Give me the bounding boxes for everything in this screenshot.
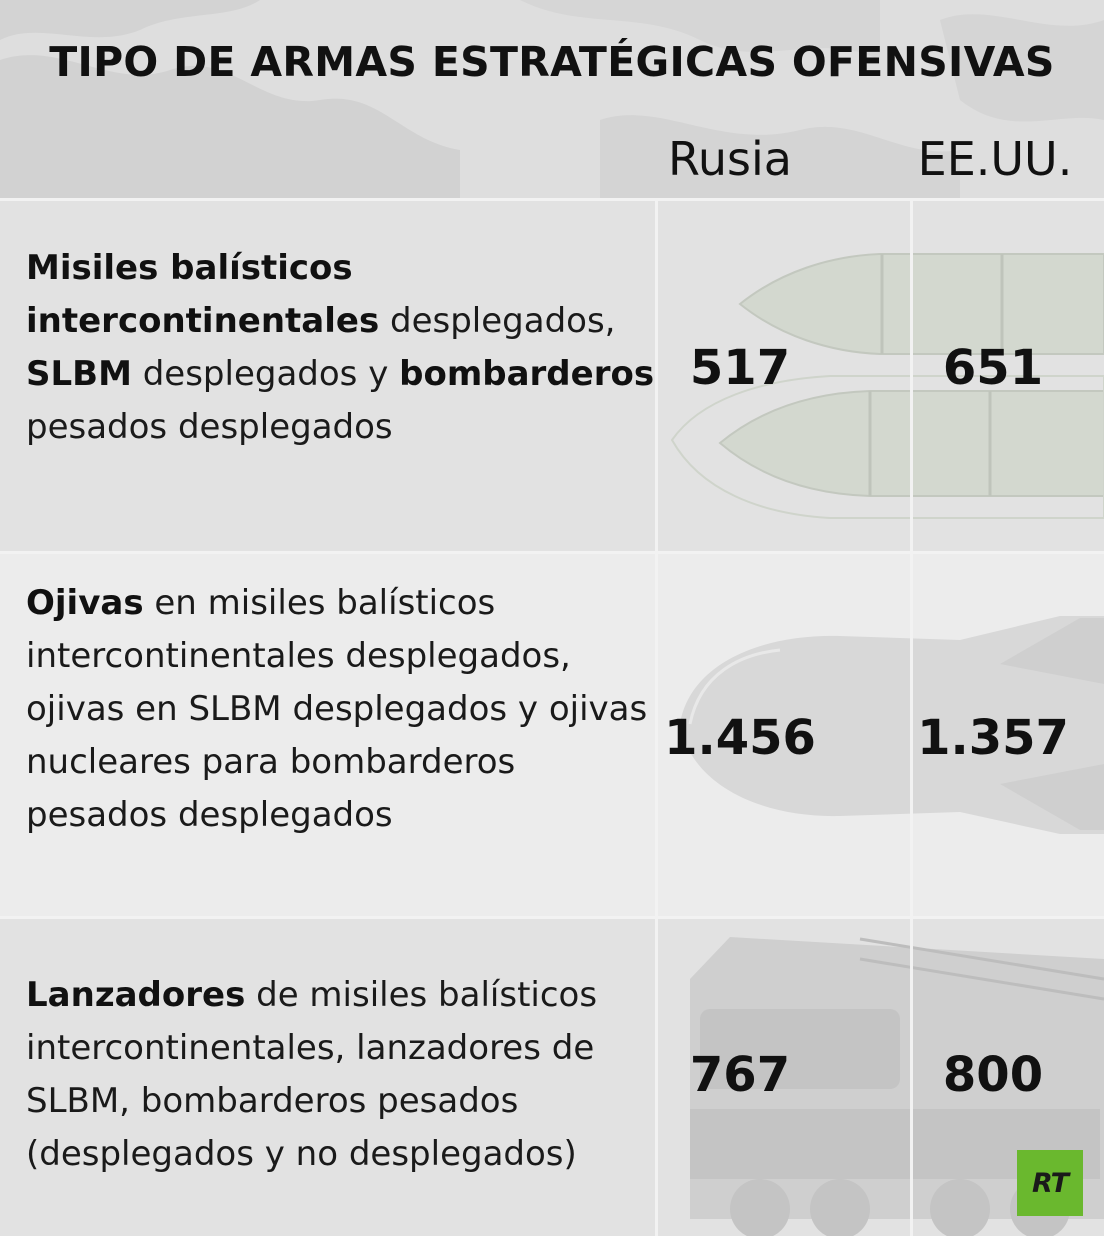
row-divider (0, 551, 1104, 554)
page-title: TIPO DE ARMAS ESTRATÉGICAS OFENSIVAS (49, 38, 1055, 86)
row-description-bold: Ojivas (26, 583, 144, 623)
header: TIPO DE ARMAS ESTRATÉGICAS OFENSIVAS Rus… (0, 0, 1104, 198)
camouflage-background (0, 0, 1104, 198)
row-description: Lanzadores de misiles balísticos interco… (26, 969, 656, 1181)
value-usa: 800 (942, 1047, 1044, 1103)
row-description-text: desplegados y (131, 354, 400, 394)
column-header-usa: EE.UU. (917, 132, 1073, 186)
row-description-text: en misiles balísticos intercontinentales… (26, 583, 648, 835)
row-description-text: de misiles balísticos intercontinentales… (26, 975, 598, 1174)
table-row: Misiles balísticos intercontinentales de… (0, 200, 1104, 551)
value-usa: 651 (942, 340, 1044, 396)
value-rusia: 1.456 (664, 710, 816, 766)
row-description: Misiles balísticos intercontinentales de… (26, 242, 656, 454)
row-description-bold: Misiles balísticos intercontinentales (26, 248, 380, 341)
rt-logo: RT (1017, 1150, 1083, 1216)
table-row: Lanzadores de misiles balísticos interco… (0, 919, 1104, 1236)
value-usa: 1.357 (917, 710, 1069, 766)
row-description-bold: Lanzadores (26, 975, 246, 1015)
row-description-text: desplegados, (379, 301, 616, 341)
row-description-bold: bombarderos (399, 354, 655, 394)
row-description-bold: SLBM (26, 354, 132, 394)
value-rusia: 517 (689, 340, 791, 396)
bomb-illustration (680, 616, 1104, 834)
value-rusia: 767 (689, 1047, 791, 1103)
row-divider (0, 916, 1104, 919)
column-header-rusia: Rusia (668, 132, 792, 186)
table-row: Ojivas en misiles balísticos intercontin… (0, 554, 1104, 916)
column-divider (655, 200, 658, 1236)
column-divider (910, 200, 913, 1236)
row-description: Ojivas en misiles balísticos intercontin… (26, 577, 656, 842)
rt-logo-text: RT (1032, 1167, 1069, 1199)
row-description-text: pesados desplegados (26, 407, 393, 447)
launcher-vehicle-illustration (690, 937, 1104, 1236)
row-divider (0, 198, 1104, 201)
